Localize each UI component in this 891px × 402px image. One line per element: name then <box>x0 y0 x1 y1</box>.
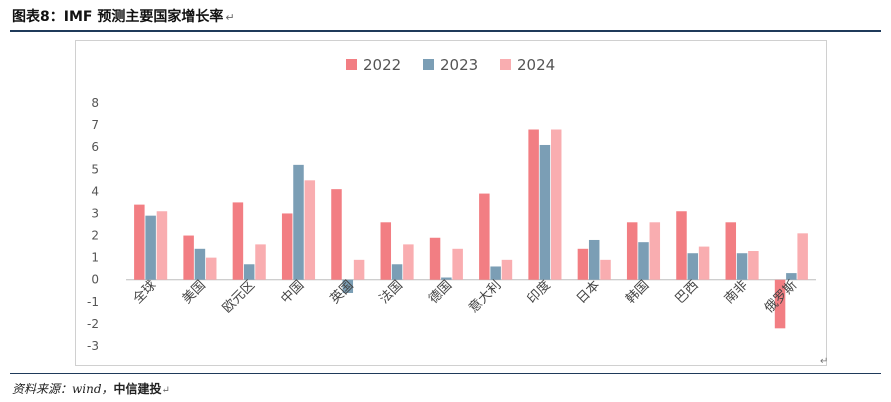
bottom-rule <box>10 373 881 374</box>
bar-2024-8 <box>550 129 562 280</box>
bar-2024-11 <box>698 246 710 280</box>
x-category-label: 韩国 <box>623 278 652 307</box>
bar-2024-1 <box>205 257 217 280</box>
y-tick-label: 4 <box>91 184 99 198</box>
source-note: 资料来源：wind，中信建投↵ <box>12 380 170 397</box>
legend-swatch-2023 <box>423 59 434 70</box>
bar-2023-2 <box>243 264 255 280</box>
bar-2023-7 <box>490 266 501 280</box>
bar-2022-13 <box>774 279 786 329</box>
x-category-label: 南非 <box>721 277 751 307</box>
legend-swatch-2022 <box>346 59 357 70</box>
legend-swatch-2024 <box>500 59 511 70</box>
x-category-label: 意大利 <box>466 277 505 316</box>
legend-label: 2024 <box>517 56 555 74</box>
x-category-label: 美国 <box>180 278 209 307</box>
bar-2023-13 <box>786 273 797 280</box>
bar-2022-7 <box>479 193 490 280</box>
y-tick-label: 0 <box>91 273 99 287</box>
bar-2023-10 <box>638 242 649 280</box>
bar-2023-11 <box>687 253 699 280</box>
source-org: 中信建投 <box>113 382 162 396</box>
bar-2024-0 <box>156 211 168 280</box>
bar-2022-1 <box>183 235 194 280</box>
y-tick-label: 7 <box>91 118 99 132</box>
legend-label: 2023 <box>440 56 478 74</box>
bar-2024-5 <box>403 244 414 280</box>
bar-2023-12 <box>736 253 748 280</box>
bar-2022-6 <box>429 237 441 280</box>
y-tick-label: 1 <box>91 251 99 265</box>
bar-2024-6 <box>452 248 463 280</box>
x-category-label: 欧元区 <box>220 278 258 316</box>
y-tick-label: -3 <box>87 339 99 353</box>
bar-2022-8 <box>528 129 539 280</box>
bar-2024-7 <box>501 259 513 280</box>
x-category-label: 日本 <box>574 278 603 307</box>
bar-2022-12 <box>725 222 737 280</box>
x-category-label: 法国 <box>377 278 406 307</box>
y-tick-label: 6 <box>91 140 99 154</box>
bar-2024-2 <box>255 244 266 280</box>
figure-number: 图表8： <box>12 9 64 25</box>
return-mark: ↵ <box>225 11 235 24</box>
bar-2024-10 <box>649 222 661 280</box>
legend-label: 2022 <box>363 56 401 74</box>
bar-2023-3 <box>293 164 304 280</box>
bar-2023-0 <box>145 215 156 280</box>
bar-2024-12 <box>748 251 759 280</box>
x-category-label: 德国 <box>426 278 455 307</box>
bar-2022-2 <box>232 202 244 280</box>
bar-2023-1 <box>194 248 206 280</box>
x-category-label: 中国 <box>278 278 307 307</box>
bar-2022-0 <box>134 204 145 280</box>
x-category-label: 全球 <box>130 277 160 307</box>
bar-2022-11 <box>676 211 687 280</box>
figure-title-text: IMF 预测主要国家增长率 <box>63 9 224 25</box>
bar-2024-9 <box>600 259 611 280</box>
bar-2022-3 <box>281 213 293 280</box>
bar-chart: -3-2-1012345678全球 美国 欧元区 中国 英国 法国 德国 意大利 印度 日本 韩国巴… <box>87 56 816 353</box>
y-tick-label: 2 <box>91 229 99 243</box>
bar-2023-6 <box>441 277 452 280</box>
y-tick-label: -2 <box>87 317 99 331</box>
bar-2023-4 <box>342 279 354 293</box>
x-category-label: 印度 <box>524 277 554 307</box>
y-tick-label: 5 <box>91 162 99 176</box>
bar-2022-4 <box>331 189 342 280</box>
bar-2024-13 <box>797 233 808 280</box>
bar-2022-9 <box>577 248 589 280</box>
bar-2023-8 <box>539 144 551 280</box>
bar-2023-5 <box>391 264 403 280</box>
y-tick-label: 8 <box>91 96 99 110</box>
source-label: 资料来源：wind， <box>12 382 114 396</box>
top-rule <box>10 30 881 32</box>
bar-2022-5 <box>380 222 392 280</box>
source-return-mark: ↵ <box>161 385 170 396</box>
bar-2022-10 <box>626 222 638 280</box>
bar-2023-9 <box>588 239 600 280</box>
x-category-label: 巴西 <box>673 278 702 307</box>
bar-2024-4 <box>353 259 365 280</box>
y-tick-label: -1 <box>87 295 99 309</box>
figure-title: 图表8：IMF 预测主要国家增长率 ↵ <box>12 6 235 26</box>
bar-2024-3 <box>304 180 316 280</box>
chart-frame: -3 -2 -1 0 1 2 3 4 5 6 7 8 全球 美国 欧元区 中国 英国 法国 德国 意大利 印度 日本 韩国巴… <box>75 40 827 366</box>
y-tick-label: 3 <box>91 206 99 220</box>
chart-return-mark: ↵ <box>820 356 829 367</box>
